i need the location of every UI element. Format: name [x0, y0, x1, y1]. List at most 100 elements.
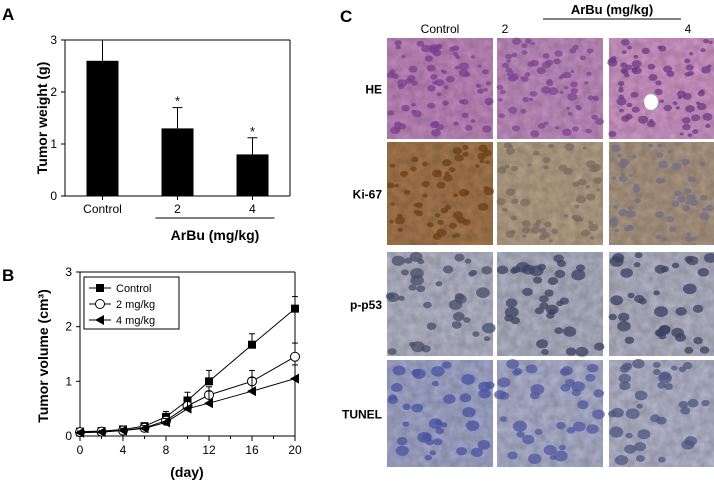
micrograph-nucleus [618, 175, 628, 183]
panel-b-y-tick-label: 2 [65, 320, 72, 334]
micrograph-nucleus [574, 204, 580, 209]
micrograph-nucleus [577, 178, 587, 186]
micrograph-nucleus [684, 188, 692, 194]
micrograph-nucleus [558, 164, 568, 172]
micrograph-nucleus [631, 59, 642, 68]
micrograph-nucleus [618, 108, 624, 113]
micrograph-nucleus [686, 232, 692, 236]
micrograph-nucleus [593, 389, 605, 398]
micrograph-nucleus [660, 178, 666, 183]
micrograph-nucleus [511, 125, 520, 132]
micrograph-nucleus [702, 113, 713, 121]
micrograph-nucleus [401, 104, 410, 112]
micrograph-nucleus [521, 220, 531, 227]
micrograph-nucleus [424, 55, 433, 62]
micrograph-row-label: HE [365, 83, 382, 97]
micrograph-nucleus [496, 84, 504, 90]
micrograph-nucleus [430, 121, 439, 129]
micrograph-nucleus [525, 364, 538, 374]
micrograph-nucleus [632, 186, 641, 193]
micrograph-nucleus [591, 114, 598, 120]
micrograph-nucleus [687, 133, 693, 137]
micrograph-nucleus [541, 349, 549, 355]
micrograph-nucleus [563, 214, 569, 218]
micrograph-nucleus [506, 59, 511, 63]
panel-b-legend: Control 2 mg/kg 4 mg/kg [83, 276, 180, 330]
micrograph-nucleus [421, 44, 431, 53]
micrograph-nucleus [421, 161, 429, 167]
panel-b-data-point [290, 351, 300, 362]
micrograph-nucleus [554, 327, 564, 335]
micrograph-nucleus [684, 235, 693, 242]
micrograph-nucleus [451, 321, 462, 329]
panel-b-data-point [205, 377, 213, 386]
micrograph-nucleus [675, 106, 680, 110]
micrograph-nucleus [408, 65, 418, 73]
micrograph-nucleus [507, 451, 518, 460]
micrograph-texture [609, 38, 714, 139]
micrograph-nucleus [402, 403, 411, 411]
micrograph-nucleus [611, 223, 618, 228]
micrograph-nucleus [631, 106, 640, 113]
micrograph-nucleus [499, 391, 510, 400]
micrograph-nucleus [631, 66, 642, 75]
micrograph-nucleus [647, 143, 654, 148]
micrograph-nucleus [416, 40, 425, 47]
micrograph-nucleus [537, 123, 546, 129]
micrograph-nucleus [554, 269, 566, 279]
panel-b-legend-marker [96, 284, 104, 292]
micrograph-nucleus [621, 50, 627, 55]
micrograph-nucleus [685, 200, 691, 205]
micrograph-nucleus [593, 342, 605, 351]
micrograph-nucleus [396, 436, 408, 446]
micrograph-nucleus [553, 450, 568, 462]
micrograph-nucleus [634, 198, 641, 204]
panel-a-x-tick-label: 2 [174, 202, 181, 216]
micrograph-nucleus [530, 41, 536, 46]
micrograph-nucleus [544, 289, 554, 297]
panel-b-data-point [96, 427, 106, 438]
micrograph-nucleus [483, 336, 491, 342]
micrograph-nucleus [499, 416, 508, 422]
micrograph-nucleus [389, 163, 396, 168]
panel-label-c: C [340, 7, 352, 26]
micrograph-nucleus [548, 87, 559, 96]
micrograph-nucleus [586, 71, 592, 76]
micrograph-nucleus [534, 428, 543, 436]
micrograph-tile [387, 142, 494, 245]
micrograph-nucleus [617, 153, 623, 158]
micrograph-nucleus [554, 50, 563, 57]
micrograph-nucleus [688, 51, 694, 56]
micrograph-nucleus [527, 61, 535, 67]
micrograph-nucleus [505, 298, 518, 308]
micrograph-nucleus [682, 361, 693, 370]
micrograph-nucleus [567, 112, 573, 116]
micrograph-nucleus [699, 212, 710, 221]
micrograph-nucleus [395, 445, 409, 456]
micrograph-nucleus [394, 216, 405, 225]
micrograph-nucleus [522, 96, 529, 103]
micrograph-nucleus [625, 432, 633, 439]
micrograph-nucleus [541, 86, 551, 94]
micrograph-nucleus [520, 198, 531, 207]
micrograph-nucleus [527, 163, 532, 167]
micrograph-nucleus [500, 89, 506, 95]
micrograph-nucleus [628, 173, 633, 178]
micrograph-nucleus [448, 167, 456, 173]
micrograph-nucleus [403, 189, 411, 195]
panel-b-y-axis-label: Tumor volume (cm³) [35, 289, 51, 423]
micrograph-nucleus [411, 368, 422, 377]
micrograph-nucleus [429, 450, 437, 456]
micrograph-nucleus [478, 144, 488, 152]
panel-b-data-point [161, 417, 170, 428]
micrograph-nucleus [430, 73, 438, 80]
micrograph-nucleus [566, 106, 571, 110]
micrograph-nucleus [428, 418, 443, 429]
micrograph-nucleus [452, 147, 463, 155]
micrograph-nucleus [682, 123, 691, 131]
micrograph-nucleus [427, 85, 436, 92]
micrograph-nucleus [685, 105, 695, 113]
micrograph-nucleus [616, 97, 627, 106]
micrograph-nucleus [431, 169, 443, 178]
